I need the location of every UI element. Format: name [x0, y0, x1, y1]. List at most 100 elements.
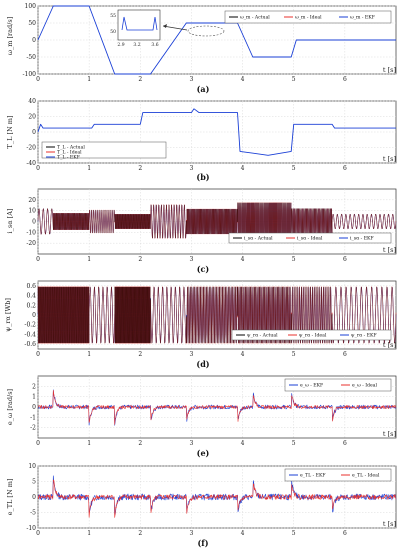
ytick-label: 0 [32, 129, 36, 136]
xtick-label: 3 [190, 351, 194, 358]
series-b [37, 108, 396, 156]
legend-box-c [228, 232, 392, 244]
xtick-label: 4 [241, 165, 245, 172]
xlabel-f: t [s] [383, 520, 396, 528]
legend-entry: ψ_rα - Ideal [299, 333, 327, 339]
xtick-label: 2 [138, 351, 142, 358]
legend-a: ω_m - Actual ω_m - Ideal ω_m - EKF [224, 10, 392, 24]
xticks-d: 0 1 2 3 4 5 6 [36, 351, 347, 358]
ytick-label: 0 [32, 219, 36, 226]
ytick-label: 5 [32, 479, 36, 486]
ytick-label: 0.6 [26, 283, 36, 290]
legend-box-f [284, 468, 392, 482]
inset-ytick-0: 55 [110, 13, 116, 19]
legend-c: i_sα - Actual i_sα - Ideal i_sα - EKF [228, 232, 392, 244]
xtick-label: 2 [138, 440, 142, 447]
yticks-d: -0.6 -0.4 -0.2 0 0.2 0.4 0.6 [24, 283, 36, 348]
ytick-label: -20 [26, 240, 36, 247]
ytick-label: -0.2 [24, 322, 36, 329]
xtick-label: 4 [241, 76, 245, 83]
ytick-label: 20 [28, 197, 36, 204]
xtick-label: 6 [343, 440, 347, 447]
ytick-label: 20 [28, 114, 36, 121]
xlabel-c: t [s] [383, 246, 396, 254]
ytick-label: -2 [30, 425, 36, 432]
xtick-label: 4 [241, 351, 245, 358]
inset-line [121, 16, 158, 31]
xtick-label: 4 [241, 530, 245, 537]
legend-entry: ω_m - Ideal [295, 15, 322, 21]
ytick-label: -5 [30, 510, 36, 517]
ylabel-f: e_TL [N m] [6, 479, 14, 516]
legend-entry: ψ_rα - EKF [351, 333, 377, 339]
ylabel-a: ω_m [rad/s] [6, 17, 14, 56]
xtick-label: 5 [292, 76, 296, 83]
yticks-b: -40 -20 0 20 40 [26, 98, 36, 167]
legend-entry: T_L - Ideal [57, 150, 82, 156]
legend-entry: T_L - Actual [57, 145, 85, 151]
xtick-label: 3 [190, 165, 194, 172]
xtick-label: 6 [343, 351, 347, 358]
yticks-e: -2 -1 0 1 2 [30, 383, 36, 431]
legend-entry: ω_m - EKF [350, 15, 375, 21]
ytick-label: -0.6 [24, 341, 36, 348]
inset-ytick-1: 50 [110, 29, 116, 35]
xtick-label: 6 [343, 256, 347, 263]
series-f [37, 475, 397, 518]
xtick-label: 2 [138, 165, 142, 172]
ylabel-d: ψ_rα [Wb] [4, 298, 12, 332]
legend-entry: e_TL - EKF [300, 473, 326, 479]
ylabel-e: e_ω [rad/s] [6, 389, 14, 425]
xtick-label: 4 [241, 256, 245, 263]
ytick-label: 1 [32, 394, 36, 401]
chart-f: 0 1 2 3 4 5 6 -10 -5 0 5 10 e_TL [N m] t [s] e_TL … [6, 463, 397, 548]
xticks-a: 0 1 2 3 4 5 6 [36, 76, 347, 83]
legend-box-a [224, 10, 392, 24]
xtick-label: 5 [292, 165, 296, 172]
ytick-label: 0 [32, 37, 36, 44]
inset-frame [117, 9, 161, 41]
xtick-label: 3 [190, 256, 194, 263]
panel-b: 0 1 2 3 4 5 6 -40 -20 0 20 40 T_L [N m] t [s] T_L … [0, 95, 406, 183]
ytick-label: 0 [32, 494, 36, 501]
ytick-label: 10 [28, 463, 36, 470]
ytick-label: 0.2 [26, 302, 36, 309]
panel-f: 0 1 2 3 4 5 6 -10 -5 0 5 10 e_TL [N m] t [s] e_TL … [0, 460, 406, 550]
legend-entry: e_ω - Ideal [352, 383, 377, 389]
xticks-c: 0 1 2 3 4 5 6 [36, 256, 347, 263]
xtick-label: 0 [36, 440, 40, 447]
xtick-label: 1 [87, 165, 91, 172]
ytick-label: 100 [25, 3, 37, 10]
ylabel-c: i_sα [A] [6, 209, 14, 234]
panel-d: 0 1 2 3 4 5 6 -0.6 -0.4 -0.2 0 0.2 0.4 0.6 ψ_rα [Wb]… [0, 275, 406, 370]
ytick-label: 50 [28, 20, 36, 27]
ytick-label: -10 [26, 229, 36, 236]
inset-xtick-0: 2.9 [117, 42, 124, 48]
ytick-label: -40 [26, 160, 36, 167]
xtick-label: 3 [190, 76, 194, 83]
xtick-label: 5 [292, 440, 296, 447]
xtick-label: 2 [138, 530, 142, 537]
xtick-label: 3 [190, 440, 194, 447]
series-line [37, 108, 396, 156]
legend-box-d [231, 329, 392, 341]
ytick-label: -0.4 [24, 331, 36, 338]
inset-a: 55 50 2.9 3.2 3.6 [110, 9, 225, 48]
xlabel-b: t [s] [383, 155, 396, 163]
xtick-label: 1 [87, 256, 91, 263]
series-line-ideal [37, 389, 397, 425]
xtick-label: 1 [87, 530, 91, 537]
zoom-arrowhead [163, 24, 167, 28]
xtick-label: 0 [36, 256, 40, 263]
caption-d: (d) [196, 359, 209, 369]
xtick-label: 0 [36, 76, 40, 83]
series-a [37, 5, 396, 75]
ytick-label: -1 [30, 414, 36, 421]
ytick-label: -50 [26, 54, 36, 61]
series-line [37, 5, 396, 75]
caption-b: (b) [196, 172, 209, 182]
zoom-arrow [162, 25, 188, 31]
xtick-label: 0 [36, 530, 40, 537]
xtick-label: 3 [190, 530, 194, 537]
